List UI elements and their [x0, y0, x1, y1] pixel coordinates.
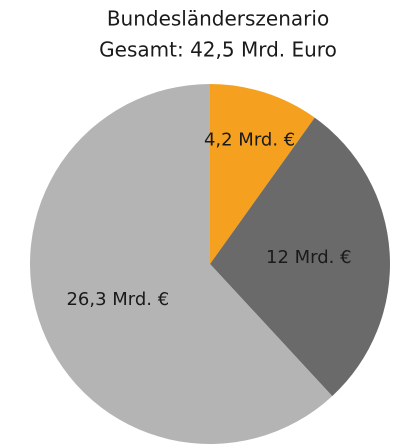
- pie-slice: [210, 117, 390, 397]
- chart-subtitle: Gesamt: 42,5 Mrd. Euro: [99, 38, 337, 62]
- pie-slice: [210, 84, 315, 264]
- chart-title: Bundesländerszenario: [107, 7, 329, 31]
- data-label: 26,3 Mrd. €: [66, 289, 169, 310]
- pie-slice: [29, 84, 333, 444]
- data-label: 4,2 Mrd. €: [204, 130, 295, 151]
- data-label: 12 Mrd. €: [266, 247, 352, 268]
